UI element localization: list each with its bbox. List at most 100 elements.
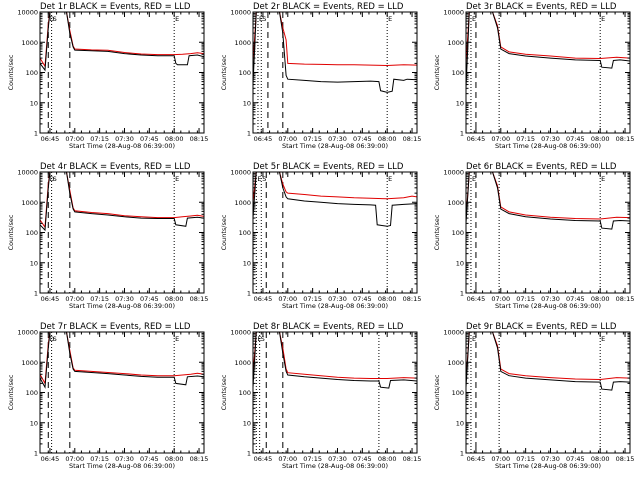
y-tick-label: 1: [34, 130, 38, 138]
plot-frame: [465, 331, 631, 454]
y-tick-label: 10: [456, 259, 464, 267]
y-axis-label: Counts/sec: [7, 214, 15, 250]
x-tick-label: 07:45: [353, 295, 372, 303]
x-axis-label: Start Time (28-Aug-08 06:39:00): [282, 302, 388, 310]
plot-frame: [39, 331, 205, 454]
panel-title: Det 2r BLACK = Events, RED = LLD: [253, 2, 404, 12]
x-axis-label: Start Time (28-Aug-08 06:39:00): [69, 142, 175, 150]
y-tick-label: 100: [239, 389, 251, 397]
y-tick-label: 100: [452, 389, 464, 397]
x-tick-label: 08:00: [378, 455, 397, 463]
x-tick-label: 08:00: [165, 295, 184, 303]
lld-series-line: [253, 12, 417, 67]
events-series-line: [466, 12, 630, 89]
y-tick-label: 10: [243, 99, 251, 107]
x-tick-label: 07:15: [303, 295, 322, 303]
y-tick-label: 100: [452, 229, 464, 237]
time-marker-label: E: [388, 15, 392, 23]
y-tick-label: 10000: [230, 329, 251, 337]
y-tick-label: 10000: [17, 329, 38, 337]
x-axis-label: Start Time (28-Aug-08 06:39:00): [282, 142, 388, 150]
detector-panel-6: Det 6r BLACK = Events, RED = LLD E E 1 10 100…: [433, 162, 634, 310]
y-tick-label: 1000: [447, 199, 464, 207]
y-tick-label: 10000: [443, 329, 464, 337]
x-tick-label: 08:15: [616, 135, 635, 143]
y-tick-label: 100: [26, 229, 38, 237]
y-tick-label: 10000: [17, 169, 38, 177]
y-tick-label: 10: [30, 419, 38, 427]
y-tick-label: 1: [34, 290, 38, 298]
x-tick-label: 07:45: [566, 135, 585, 143]
x-tick-label: 08:00: [378, 295, 397, 303]
y-axis-label: Counts/sec: [7, 54, 15, 90]
plot-frame: [252, 331, 418, 454]
y-tick-label: 1000: [21, 199, 38, 207]
x-tick-label: 07:15: [303, 455, 322, 463]
x-tick-label: 06:45: [467, 135, 486, 143]
x-tick-label: 07:45: [353, 135, 372, 143]
time-marker-label: S: [53, 335, 57, 343]
x-tick-label: 07:15: [516, 295, 535, 303]
y-tick-label: 100: [26, 69, 38, 77]
y-tick-label: 1: [460, 130, 464, 138]
y-tick-label: 1000: [234, 359, 251, 367]
detector-panel-2: Det 2r BLACK = Events, RED = LLDESE11010…: [220, 2, 421, 150]
x-axis-label: Start Time (28-Aug-08 06:39:00): [495, 142, 601, 150]
x-axis-label: Start Time (28-Aug-08 06:39:00): [69, 462, 175, 470]
x-tick-label: 08:00: [591, 455, 610, 463]
x-tick-label: 08:15: [190, 295, 209, 303]
events-series-line: [466, 332, 630, 391]
panel-title: Det 1r BLACK = Events, RED = LLD: [40, 2, 191, 12]
lld-series-line: [40, 332, 204, 386]
y-axis-label: Counts/sec: [220, 54, 228, 90]
time-marker-label: E: [601, 15, 605, 23]
x-tick-label: 06:45: [467, 455, 486, 463]
x-tick-label: 07:45: [566, 455, 585, 463]
x-tick-label: 07:15: [90, 295, 109, 303]
x-tick-label: 07:15: [516, 455, 535, 463]
y-tick-label: 1: [34, 450, 38, 458]
lld-series-line: [466, 332, 630, 381]
x-axis-label: Start Time (28-Aug-08 06:39:00): [495, 302, 601, 310]
x-tick-label: 07:00: [491, 295, 510, 303]
x-tick-label: 07:00: [65, 135, 84, 143]
events-series-line: [253, 332, 417, 389]
events-series-line: [40, 12, 204, 72]
x-tick-label: 08:15: [616, 455, 635, 463]
x-axis-label: Start Time (28-Aug-08 06:39:00): [495, 462, 601, 470]
time-marker-label: E: [601, 335, 605, 343]
lld-series-line: [466, 12, 630, 64]
x-tick-label: 06:45: [467, 295, 486, 303]
x-tick-label: 08:00: [378, 135, 397, 143]
panel-title: Det 9r BLACK = Events, RED = LLD: [466, 322, 617, 332]
lld-series-line: [253, 332, 417, 379]
time-marker-label: E: [472, 335, 476, 343]
y-tick-label: 1000: [447, 39, 464, 47]
x-tick-label: 08:15: [190, 135, 209, 143]
detector-panel-1: Det 1r BLACK = Events, RED = LLDDSE11010…: [7, 2, 208, 150]
y-axis-label: Counts/sec: [220, 214, 228, 250]
y-axis-label: Counts/sec: [433, 54, 441, 90]
detector-panel-3: Det 3r BLACK = Events, RED = LLD E E 1 10 100…: [433, 2, 634, 150]
plot-frame: [39, 171, 205, 294]
detector-panel-9: Det 9r BLACK = Events, RED = LLD E E 1 10 100…: [433, 322, 634, 470]
y-tick-label: 1: [247, 130, 251, 138]
x-tick-label: 07:00: [65, 295, 84, 303]
x-tick-label: 07:45: [566, 295, 585, 303]
y-axis-label: Counts/sec: [220, 374, 228, 410]
y-tick-label: 1: [247, 290, 251, 298]
x-tick-label: 08:15: [403, 295, 422, 303]
detector-panel-8: Det 8r BLACK = Events, RED = LLDES110100…: [220, 322, 421, 470]
x-tick-label: 06:45: [254, 135, 273, 143]
y-tick-label: 10000: [17, 9, 38, 17]
y-tick-label: 10000: [443, 9, 464, 17]
y-tick-label: 10: [30, 99, 38, 107]
panel-title: Det 3r BLACK = Events, RED = LLD: [466, 2, 617, 12]
y-tick-label: 1: [460, 450, 464, 458]
x-tick-label: 08:00: [165, 455, 184, 463]
x-tick-label: 07:30: [328, 295, 347, 303]
time-marker-label: S: [53, 15, 57, 23]
events-series-line: [40, 172, 204, 232]
